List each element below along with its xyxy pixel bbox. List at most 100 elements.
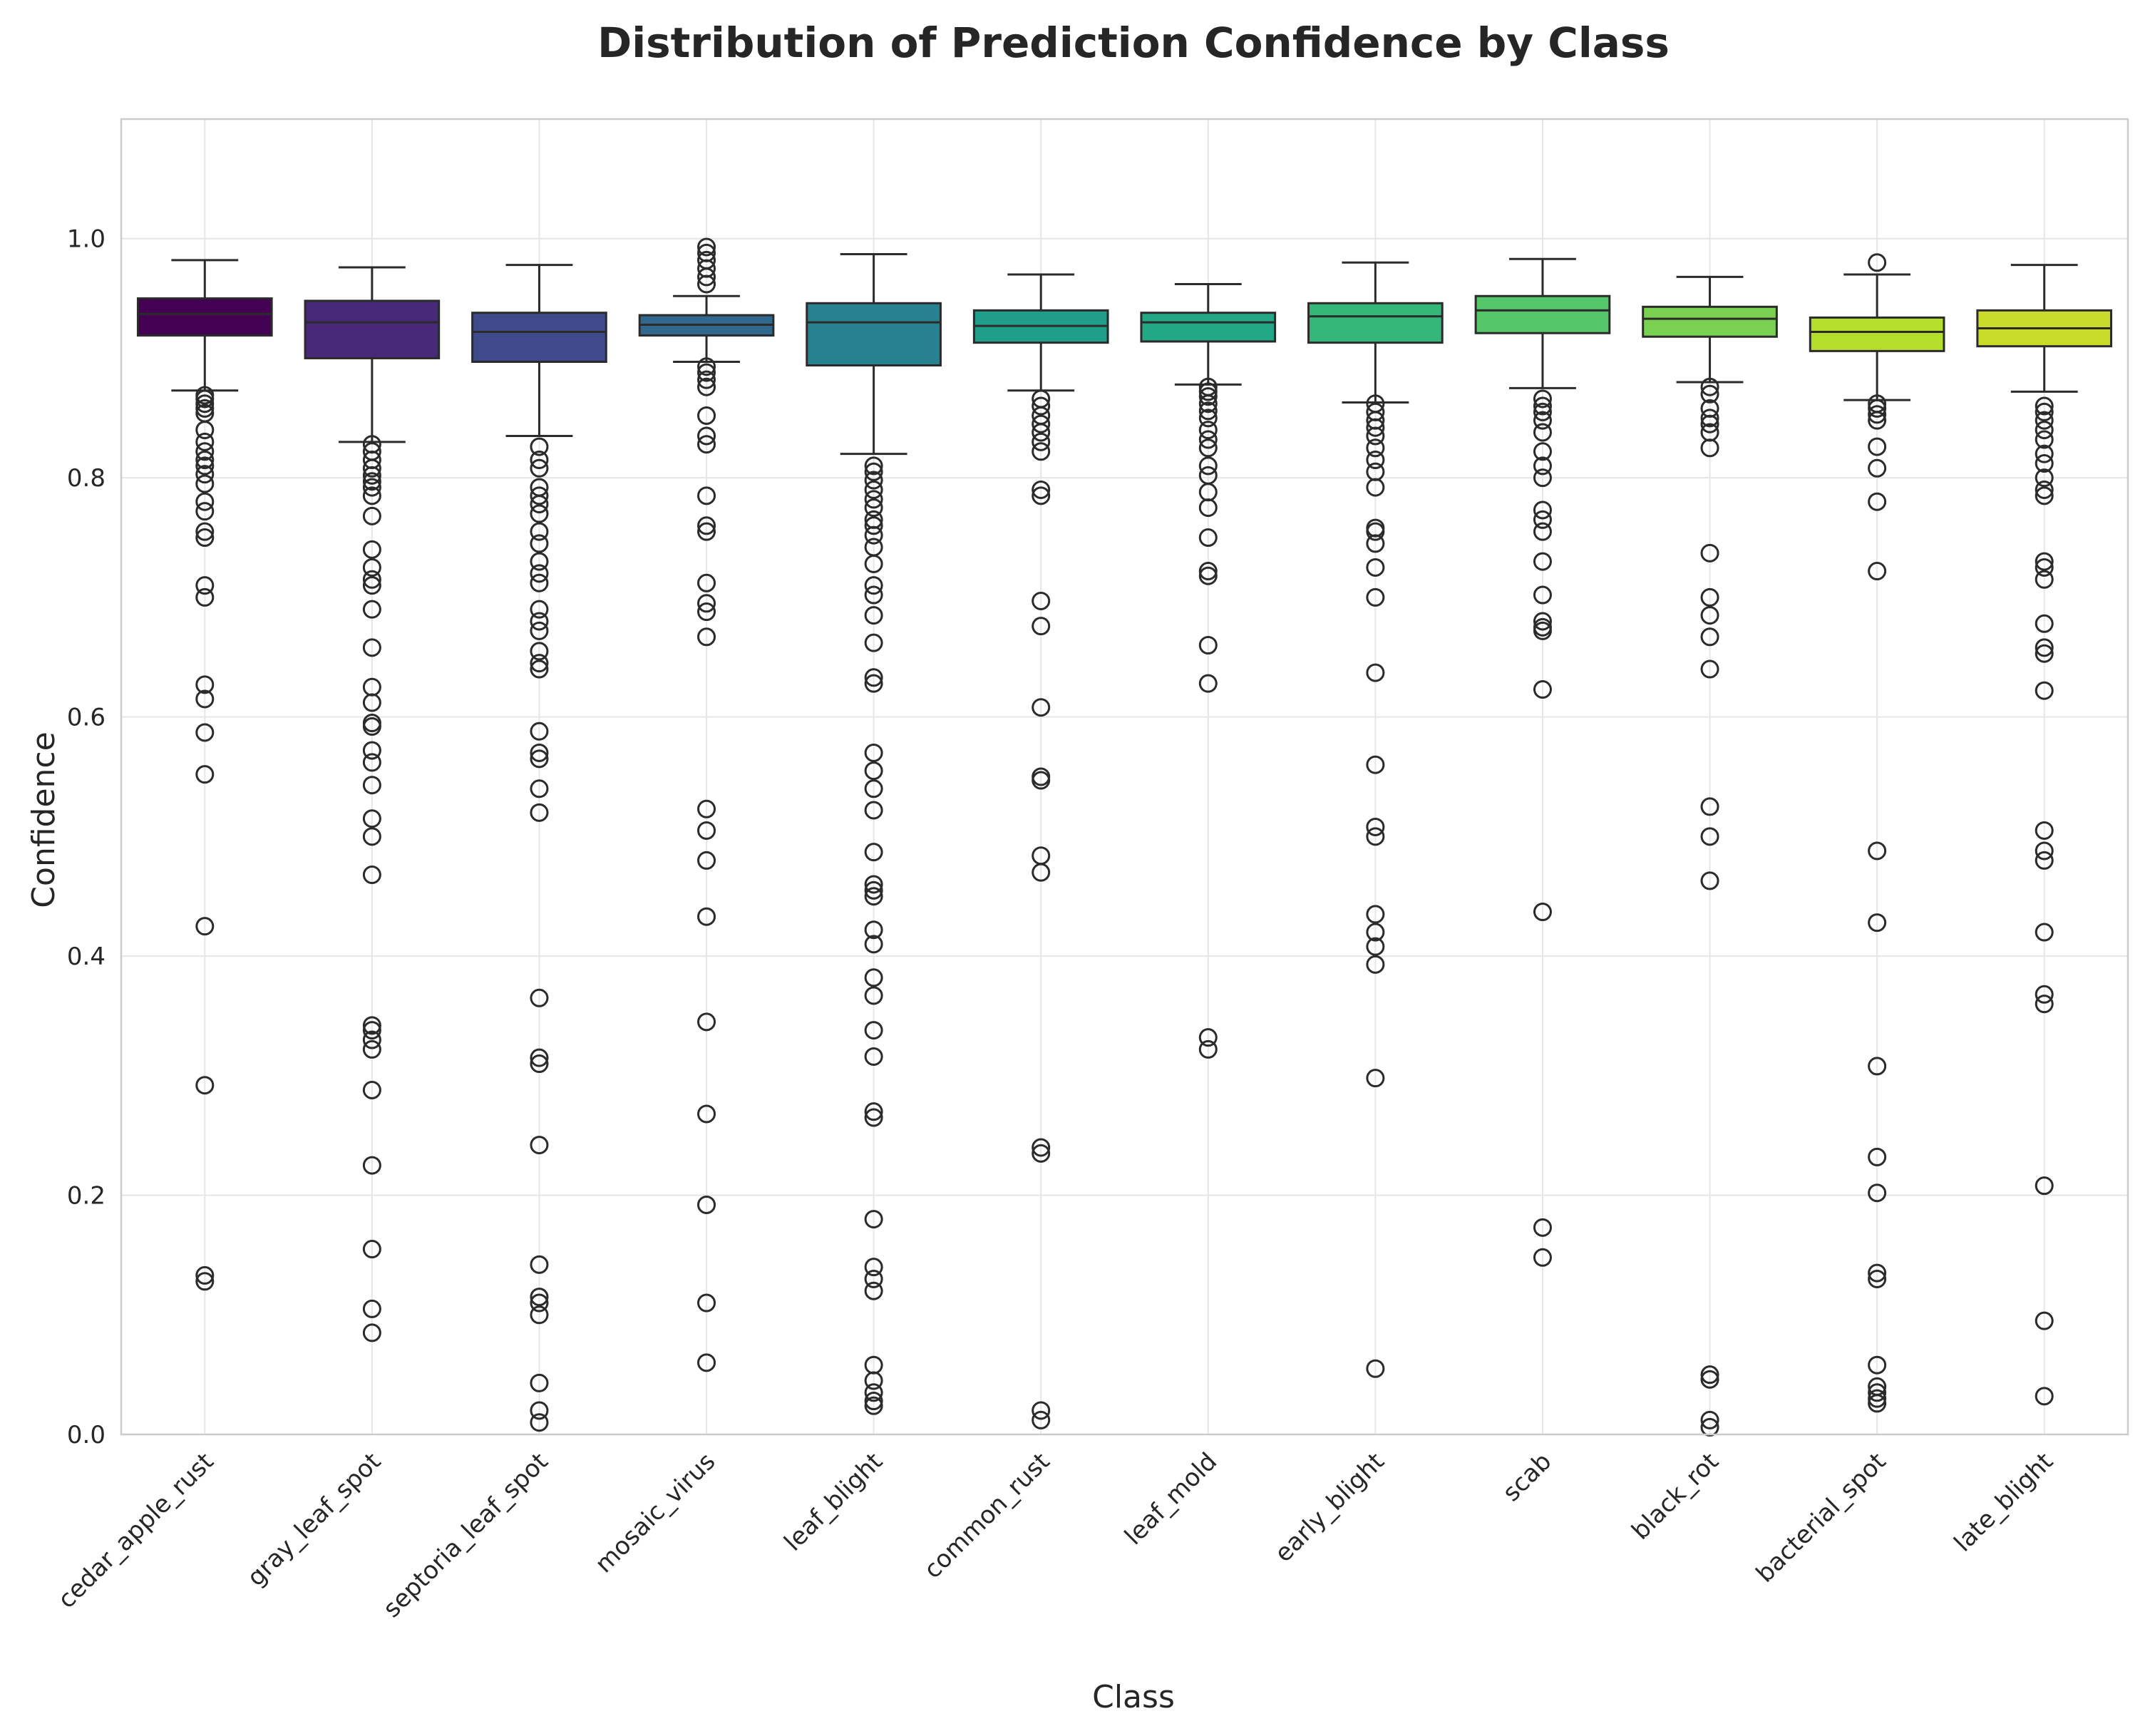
outlier-point (1198, 387, 1218, 406)
outlier-point (1700, 409, 1719, 428)
outlier-point (864, 1258, 883, 1277)
outlier-point (530, 1305, 549, 1325)
outlier-point (1032, 617, 1051, 636)
box-early_blight (1307, 261, 1444, 404)
outlier-point (2035, 468, 2054, 488)
outlier-point (2035, 638, 2054, 657)
outlier-point (1868, 1355, 1887, 1375)
x-axis-label: Class (1092, 1679, 1175, 1715)
outlier-point (530, 743, 549, 762)
outlier-point (697, 267, 716, 287)
outlier-point (1032, 591, 1051, 610)
outlier-point (530, 803, 549, 822)
outlier-point (530, 1413, 549, 1432)
outlier-point (195, 492, 215, 511)
outlier-point (530, 749, 549, 769)
iqr-box (806, 302, 942, 367)
outlier-point (362, 1156, 381, 1175)
outlier-point (864, 743, 883, 762)
outlier-point (1868, 405, 1887, 424)
outlier-point (1198, 409, 1218, 428)
outlier-point (362, 486, 381, 505)
outlier-point (1032, 442, 1051, 461)
outlier-point (195, 421, 215, 440)
outlier-point (1366, 587, 1385, 607)
iqr-box (471, 312, 607, 363)
outlier-point (1533, 423, 1552, 442)
box-gray_leaf_spot (304, 266, 441, 443)
outlier-point (697, 851, 716, 870)
outlier-point (1533, 903, 1552, 922)
outlier-point (1533, 621, 1552, 640)
outlier-point (864, 801, 883, 820)
outlier-point (1198, 438, 1218, 458)
outlier-point (1366, 663, 1385, 682)
outlier-point (362, 1299, 381, 1318)
outlier-point (2035, 821, 2054, 840)
outlier-point (1032, 771, 1051, 790)
outlier-point (1198, 1039, 1218, 1059)
outlier-point (1366, 923, 1385, 942)
outlier-point (1198, 401, 1218, 421)
outlier-point (2035, 486, 2054, 505)
outlier-point (697, 357, 716, 376)
outlier-point (864, 1383, 883, 1402)
outlier-point (1366, 418, 1385, 437)
outlier-point (1700, 1370, 1719, 1389)
outlier-point (1700, 627, 1719, 647)
outlier-point (1198, 636, 1218, 654)
outlier-point (697, 522, 716, 541)
y-tick-label: 0.6 (67, 704, 106, 732)
outlier-point (2035, 396, 2054, 416)
outlier-point (530, 573, 549, 592)
iqr-box (1809, 316, 1945, 352)
outlier-point (1700, 384, 1719, 404)
outlier-point (1032, 423, 1051, 442)
outlier-point (2035, 1311, 2054, 1330)
outlier-point (697, 1293, 716, 1313)
outlier-point (864, 875, 883, 894)
box-black_rot (1642, 275, 1778, 384)
outlier-point (2035, 851, 2054, 870)
outlier-point (697, 406, 716, 425)
outlier-point (697, 799, 716, 818)
outlier-point (1700, 414, 1719, 433)
outlier-point (1032, 432, 1051, 451)
outlier-point (2035, 681, 2054, 700)
outlier-point (1868, 1383, 1887, 1402)
outlier-point (362, 717, 381, 736)
outlier-point (1868, 492, 1887, 511)
outlier-point (864, 887, 883, 906)
outlier-point (1868, 437, 1887, 456)
outlier-point (1533, 411, 1552, 430)
outlier-point (1032, 1138, 1051, 1157)
outlier-point (864, 986, 883, 1005)
outlier-point (864, 779, 883, 798)
outlier-point (1032, 480, 1051, 499)
outlier-point (362, 638, 381, 657)
outlier-point (864, 1021, 883, 1040)
outlier-point (530, 1136, 549, 1155)
outlier-point (864, 935, 883, 954)
outlier-point (362, 776, 381, 795)
outlier-point (1533, 402, 1552, 421)
outlier-point (1868, 399, 1887, 418)
outlier-point (195, 528, 215, 548)
outlier-point (1533, 552, 1552, 571)
iqr-box (1140, 312, 1277, 343)
outlier-point (2035, 444, 2054, 463)
outlier-point (530, 1373, 549, 1392)
outlier-point (530, 779, 549, 798)
outlier-point (195, 456, 215, 476)
outlier-point (1868, 1269, 1887, 1288)
outlier-point (1868, 1183, 1887, 1203)
outlier-point (362, 576, 381, 595)
outlier-point (195, 465, 215, 484)
outlier-point (362, 458, 381, 478)
outlier-point (195, 1272, 215, 1291)
outlier-point (530, 659, 549, 679)
outlier-point (1533, 442, 1552, 461)
outlier-point (1533, 585, 1552, 605)
